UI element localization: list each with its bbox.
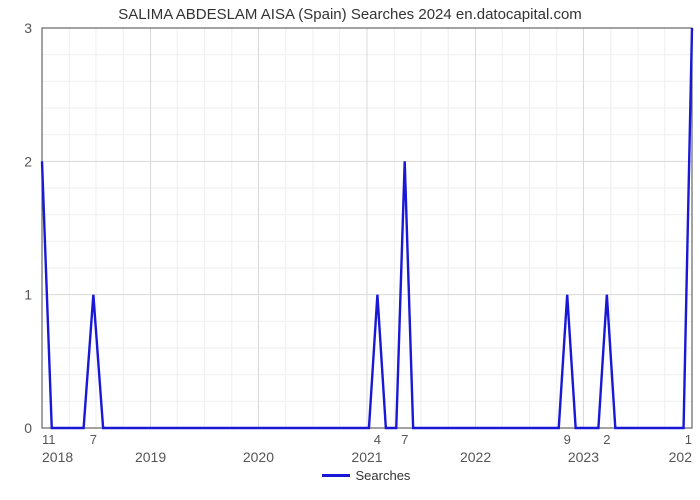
legend-line xyxy=(322,474,350,477)
x-year-label: 2018 xyxy=(42,449,73,465)
chart-container: SALIMA ABDESLAM AISA (Spain) Searches 20… xyxy=(0,0,700,500)
y-tick-label: 2 xyxy=(24,153,32,169)
legend-label: Searches xyxy=(356,468,411,483)
legend: Searches xyxy=(322,468,411,483)
count-label: 7 xyxy=(401,432,408,447)
y-tick-label: 0 xyxy=(24,420,32,436)
x-year-label: 202 xyxy=(669,449,693,465)
count-label: 7 xyxy=(90,432,97,447)
y-tick-label: 1 xyxy=(24,287,32,303)
x-year-label: 2021 xyxy=(351,449,382,465)
x-year-label: 2020 xyxy=(243,449,274,465)
y-tick-label: 3 xyxy=(24,20,32,36)
count-label: 1 xyxy=(685,432,692,447)
x-year-label: 2019 xyxy=(135,449,166,465)
x-year-label: 2023 xyxy=(568,449,599,465)
count-label: 4 xyxy=(374,432,381,447)
count-label: 11 xyxy=(42,432,56,447)
count-label: 9 xyxy=(564,432,571,447)
x-year-label: 2022 xyxy=(460,449,491,465)
chart-svg: 0 1 2 3 2018 2019 2020 2021 2022 2023 202 11 7 4 7 9 2 1 xyxy=(0,0,700,500)
count-label: 2 xyxy=(603,432,610,447)
